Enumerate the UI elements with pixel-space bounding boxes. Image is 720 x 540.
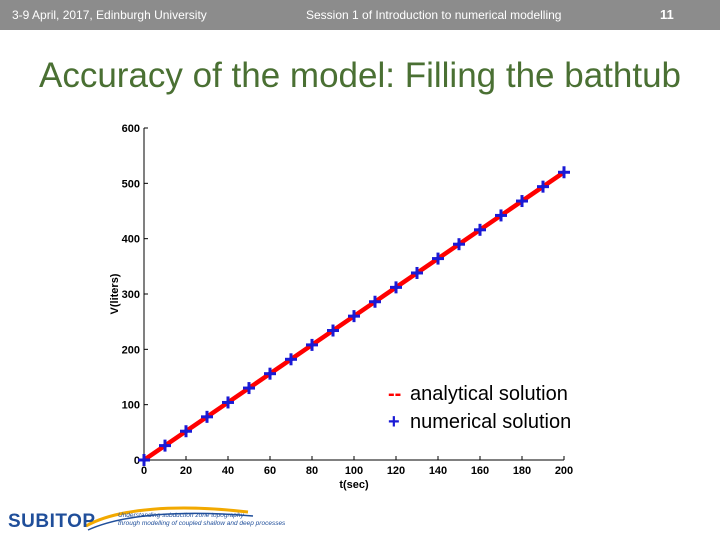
x-tick-label: 40 [222,465,234,477]
x-tick-label: 160 [471,465,489,477]
header-session: Session 1 of Introduction to numerical m… [306,8,562,22]
legend-numerical-marker: + [388,411,400,433]
logo-text: SUBITOP [8,511,96,532]
y-tick-label: 500 [122,178,140,190]
subitop-logo: SUBITOP Understanding subduction zone to… [8,506,328,540]
x-tick-label: 80 [306,465,318,477]
numerical-point [537,180,549,193]
numerical-point [516,195,528,208]
slide-header: 3-9 April, 2017, Edinburgh University Se… [0,0,720,30]
numerical-point [474,223,486,236]
numerical-point [495,209,507,222]
x-axis-label: t(sec) [339,479,369,491]
numerical-point [180,425,192,438]
numerical-point [411,266,423,279]
numerical-point [264,367,276,380]
numerical-point [327,324,339,337]
logo-tagline-2: through modelling of coupled shallow and… [118,520,286,527]
y-tick-label: 200 [122,344,140,356]
x-tick-label: 120 [387,465,405,477]
numerical-point [138,454,150,466]
y-tick-label: 400 [122,234,140,246]
x-tick-label: 60 [264,465,276,477]
numerical-point [369,295,381,308]
legend-analytical-marker: -- [388,383,401,405]
numerical-point [348,310,360,323]
header-event: 3-9 April, 2017, Edinburgh University [12,8,207,22]
x-tick-label: 140 [429,465,447,477]
x-tick-label: 100 [345,465,363,477]
numerical-point [222,396,234,409]
numerical-point [453,238,465,251]
numerical-point [390,281,402,294]
logo-swoosh-icon [85,506,254,531]
y-axis-label: V(liters) [109,273,121,314]
numerical-point [285,353,297,366]
numerical-point [306,338,318,351]
legend-numerical-label: numerical solution [410,411,571,433]
numerical-point [432,252,444,265]
y-tick-label: 600 [122,123,140,135]
legend-analytical-label: analytical solution [410,383,568,405]
logo-tagline-1: Understanding subduction zone topography [118,512,244,519]
page-number: 11 [660,7,674,22]
x-tick-label: 180 [513,465,531,477]
x-tick-label: 0 [141,465,147,477]
slide-title: Accuracy of the model: Filling the batht… [38,56,681,95]
numerical-point [243,382,255,395]
numerical-point [159,439,171,452]
x-tick-label: 200 [555,465,573,477]
x-tick-label: 20 [180,465,192,477]
y-tick-label: 0 [134,455,140,467]
numerical-point [558,166,570,179]
numerical-point [201,410,213,423]
y-tick-label: 300 [122,289,140,301]
y-tick-label: 100 [122,400,140,412]
